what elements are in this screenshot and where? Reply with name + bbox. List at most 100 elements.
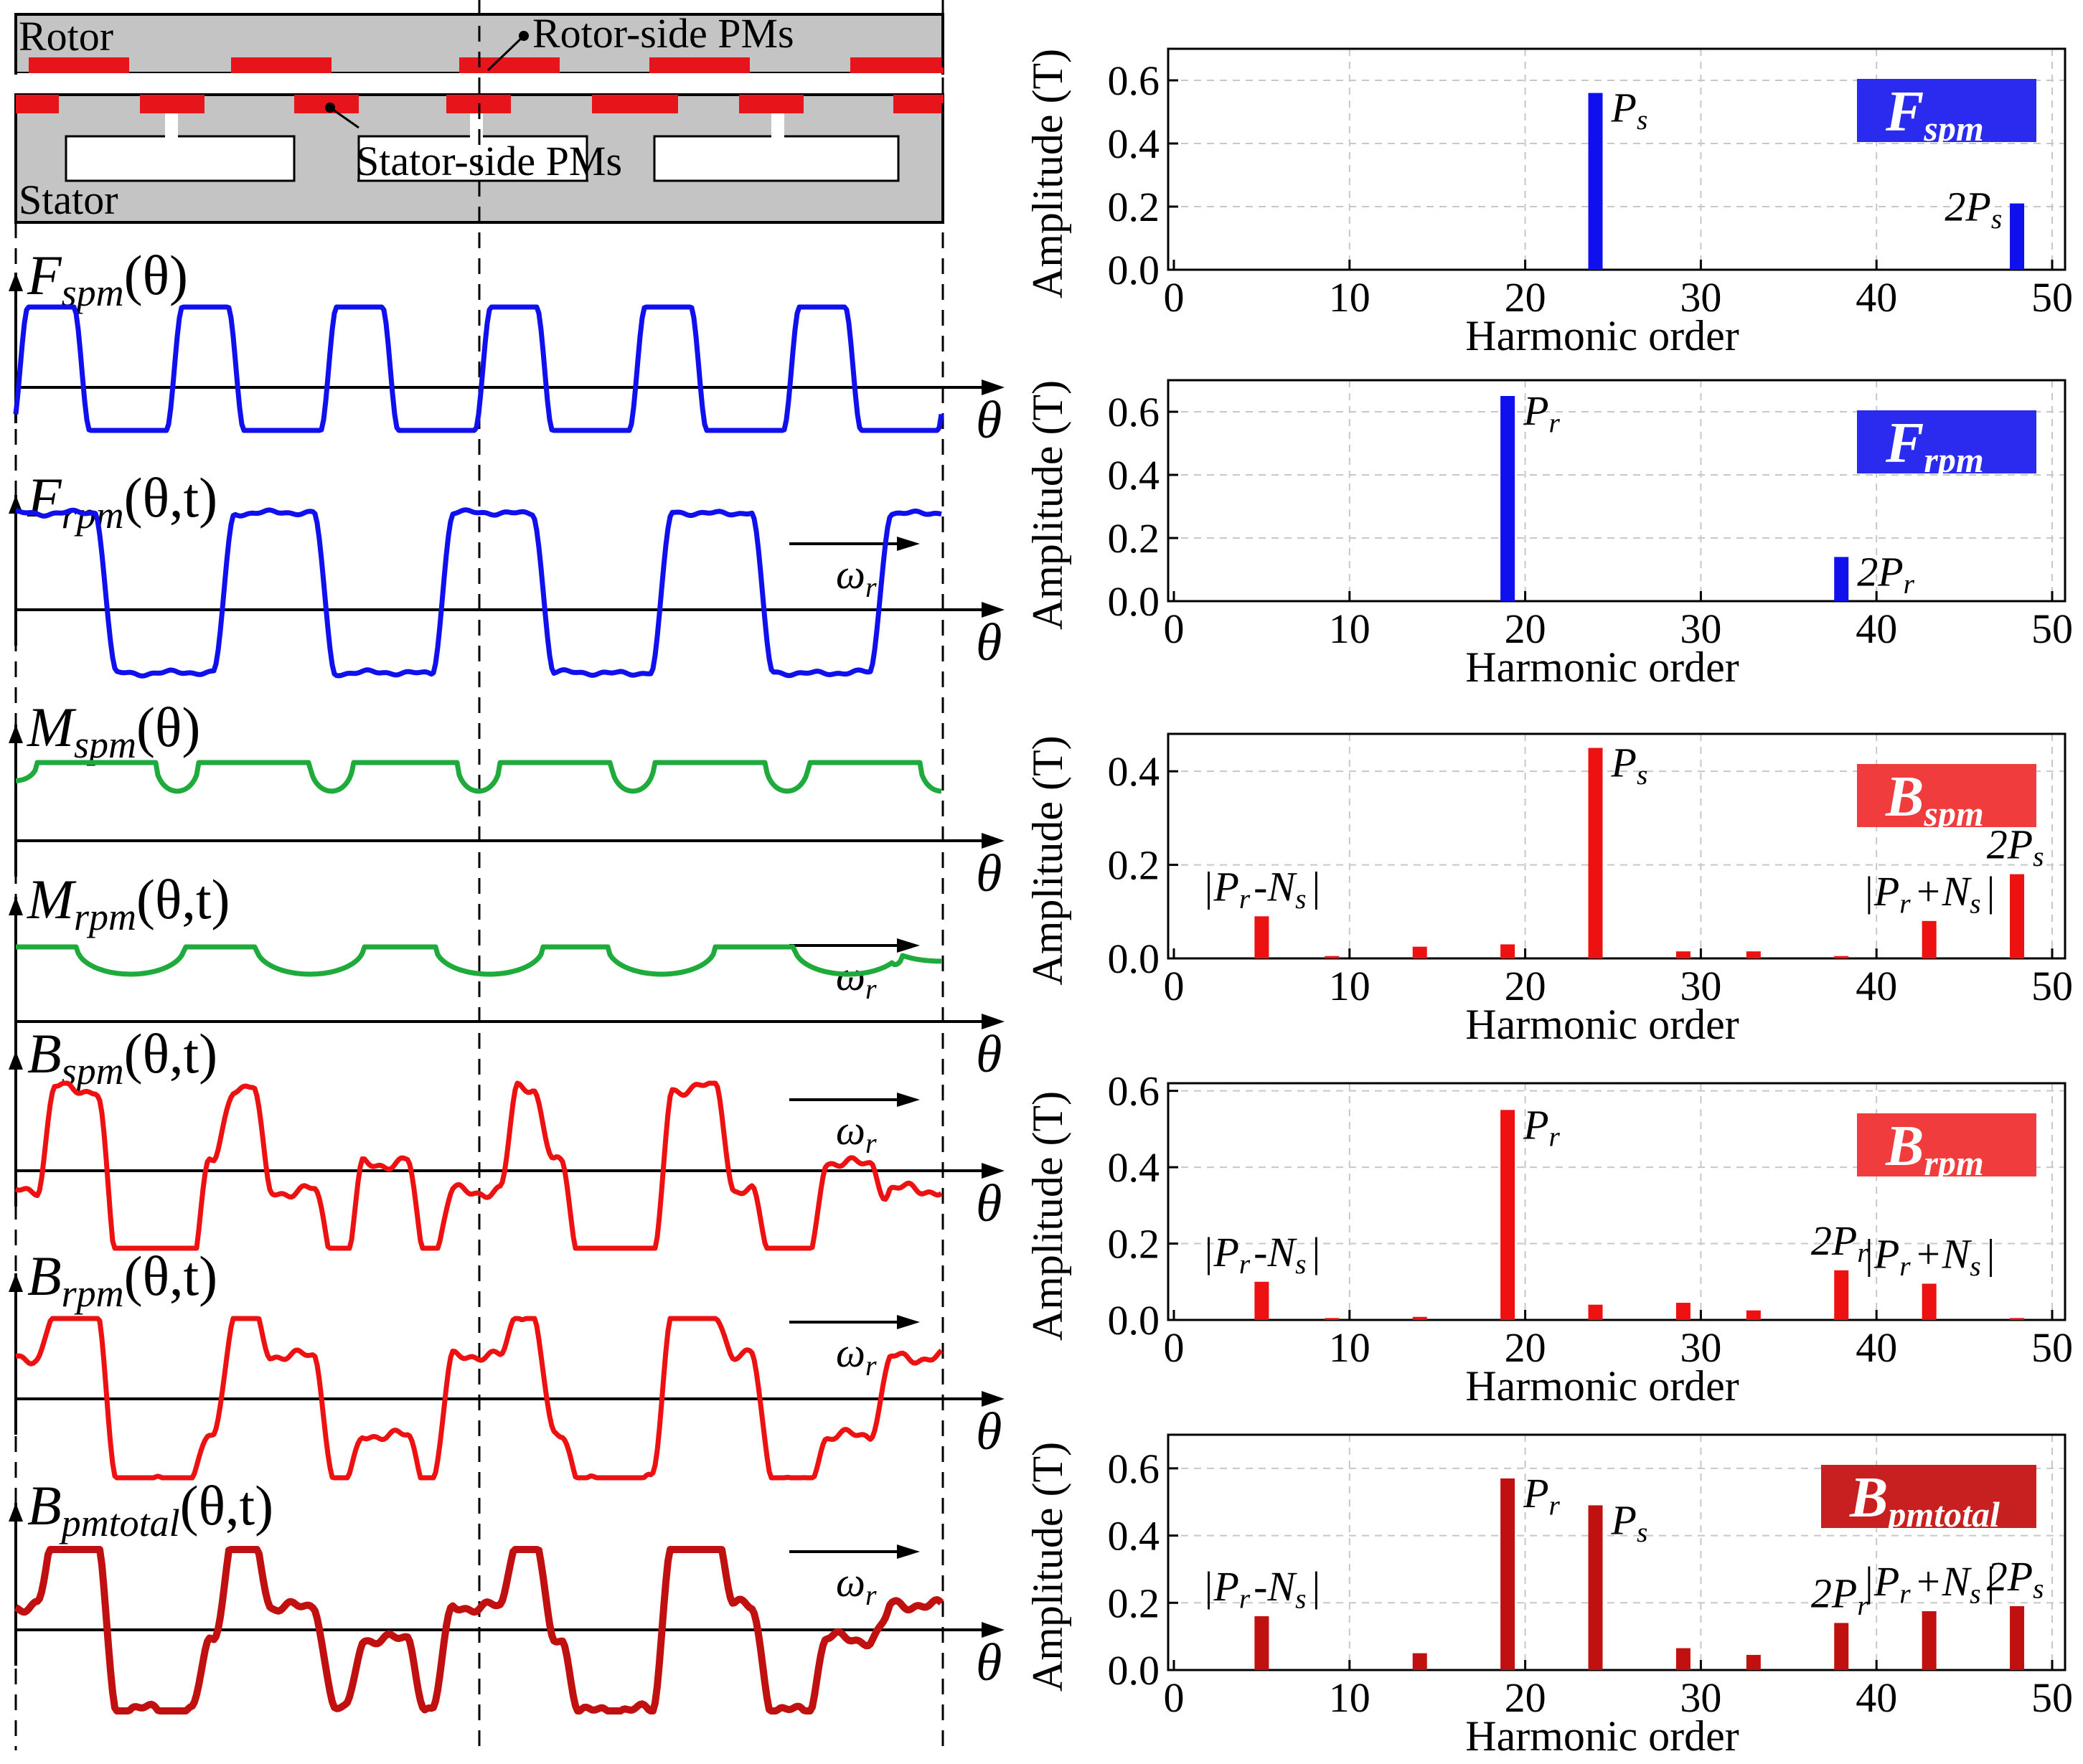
theta-label: θ: [976, 844, 1002, 903]
x-axis-arrow: [982, 379, 1005, 395]
bar-h9: [1325, 1318, 1340, 1320]
annotation-pr: Pr: [1523, 387, 1564, 438]
omega-arrowhead: [897, 1093, 920, 1107]
x-axis-label: Harmonic order: [1465, 1362, 1739, 1410]
rotor-pm: [649, 57, 750, 73]
y-tick-label: 0.0: [1108, 935, 1160, 982]
waveform-curve: [15, 944, 942, 977]
omega-label: ωr: [836, 551, 877, 603]
bar-h33: [1746, 1310, 1761, 1320]
x-tick-label: 20: [1505, 605, 1546, 652]
waveform-panel-b-rpm: θ Brpm(θ,t) ωr: [9, 1245, 1005, 1481]
badge-b-rpm: [1857, 1113, 2036, 1176]
waveform-title: Fspm(θ): [27, 244, 188, 314]
stator-pm: [592, 95, 678, 113]
spectrum-chart-b-rpm: 0 10 20 30 40 50 0.0 0.2 0.4 0.6 Harmonic order Amp…: [1024, 1068, 2073, 1410]
x-axis-arrow: [982, 1622, 1005, 1638]
stator-slot: [653, 135, 900, 182]
y-axis-arrow: [9, 1273, 23, 1292]
y-tick-label: 0.2: [1108, 1580, 1160, 1626]
bar-h29: [1675, 1303, 1691, 1320]
x-axis-label: Harmonic order: [1465, 1001, 1739, 1048]
x-axis-arrow: [982, 1163, 1005, 1179]
spectrum-chart-b-pmtotal: 0 10 20 30 40 50 0.0 0.2 0.4 0.6 Harmonic order Amp…: [1024, 1433, 2073, 1760]
y-tick-label: 0.2: [1108, 184, 1160, 230]
x-tick-label: 50: [2031, 1324, 2073, 1371]
x-tick-label: 10: [1329, 605, 1370, 652]
y-tick-label: 0.4: [1108, 1513, 1160, 1560]
x-tick-label: 0: [1164, 605, 1185, 652]
bar-h14: [1412, 1653, 1427, 1670]
x-tick-label: 20: [1505, 1324, 1546, 1371]
badge-label: Fspm: [1885, 80, 1984, 148]
omega-arrowhead: [897, 1315, 920, 1329]
x-tick-label: 40: [1856, 1324, 1897, 1371]
x-tick-label: 50: [2031, 1674, 2073, 1721]
waveform-panel-b-pmtotal: θ Bpmtotal(θ,t) ωr: [9, 1474, 1005, 1715]
x-tick-label: 50: [2031, 274, 2073, 321]
y-axis-label: Amplitude (T): [1024, 1091, 1071, 1341]
x-tick-label: 0: [1164, 963, 1185, 1009]
waveform-title: Bpmtotal(θ,t): [27, 1474, 273, 1544]
annotation-prns: |Pr -Ns |: [1203, 1563, 1322, 1614]
stator-pm-leader-dot: [325, 103, 335, 113]
x-axis-label: Harmonic order: [1465, 643, 1739, 691]
x-tick-label: 10: [1329, 1324, 1370, 1371]
rotor-pm: [29, 57, 129, 73]
x-tick-label: 50: [2031, 963, 2073, 1009]
x-axis-arrow: [982, 1391, 1005, 1407]
x-tick-label: 10: [1329, 963, 1370, 1009]
omega-label: ωr: [836, 1107, 877, 1159]
bar-h43: [1922, 1611, 1937, 1670]
rotor-label: Rotor: [19, 13, 113, 60]
waveform-curve: [15, 760, 942, 794]
stator-slots: [65, 135, 900, 182]
plot-frame: [1167, 47, 2066, 271]
waveform-curve: [14, 1546, 944, 1715]
x-axis-label: Harmonic order: [1465, 312, 1739, 359]
y-tick-label: 0.0: [1108, 578, 1160, 625]
y-axis-label: Amplitude (T): [1024, 380, 1071, 630]
waveform-panel-f-spm: θ Fspm(θ): [9, 244, 1005, 450]
annotation-prns: |Pr -Ns |: [1203, 1229, 1322, 1280]
bar-h29: [1675, 951, 1691, 958]
x-tick-label: 40: [1856, 1674, 1897, 1721]
waveform-curve: [15, 1316, 944, 1481]
y-axis-label: Amplitude (T): [1024, 1442, 1071, 1692]
annotation-pr: Pr: [1523, 1470, 1564, 1521]
rotor-pm: [459, 57, 560, 73]
rotor-pm-label: Rotor-side PMs: [532, 10, 794, 57]
bar-h48: [2010, 1318, 2025, 1320]
y-tick-label: 0.0: [1108, 1647, 1160, 1694]
slot-opening: [165, 108, 178, 138]
rotor-pm: [231, 57, 332, 73]
y-tick-label: 0.6: [1108, 1445, 1160, 1492]
bar-h5: [1254, 916, 1269, 958]
badge-label: Bspm: [1885, 765, 1984, 834]
bar-h19: [1500, 1110, 1515, 1320]
bar-h9: [1325, 956, 1340, 958]
annotation-prns: |Pr +Ns |: [1863, 1558, 1996, 1609]
badge-label: Brpm: [1885, 1115, 1984, 1183]
stator-pm: [16, 95, 59, 113]
theta-label: θ: [976, 613, 1002, 672]
theta-label: θ: [976, 1025, 1002, 1084]
x-axis-arrow: [982, 1014, 1005, 1029]
x-tick-label: 20: [1505, 1674, 1546, 1721]
bar-h48: [2010, 1605, 2025, 1670]
slot-opening: [771, 108, 784, 138]
rotor-side-pms: [29, 57, 944, 73]
y-axis-arrow: [9, 273, 23, 291]
bar-h24: [1588, 1304, 1603, 1320]
bar-h33: [1746, 951, 1761, 958]
bar-h14: [1412, 1316, 1427, 1320]
y-tick-label: 0.4: [1108, 452, 1160, 499]
x-tick-label: 0: [1164, 1324, 1185, 1371]
badge-label: Bpmtotal: [1849, 1466, 2000, 1534]
y-tick-label: 0.2: [1108, 1221, 1160, 1268]
stator-slot: [65, 135, 296, 182]
y-tick-label: 0.2: [1108, 842, 1160, 889]
waveform-title: Frpm(θ,t): [27, 466, 217, 537]
spectrum-chart-f-spm: 0 10 20 30 40 50 0.0 0.2 0.4 0.6 Harmonic order Amp…: [1024, 47, 2073, 359]
